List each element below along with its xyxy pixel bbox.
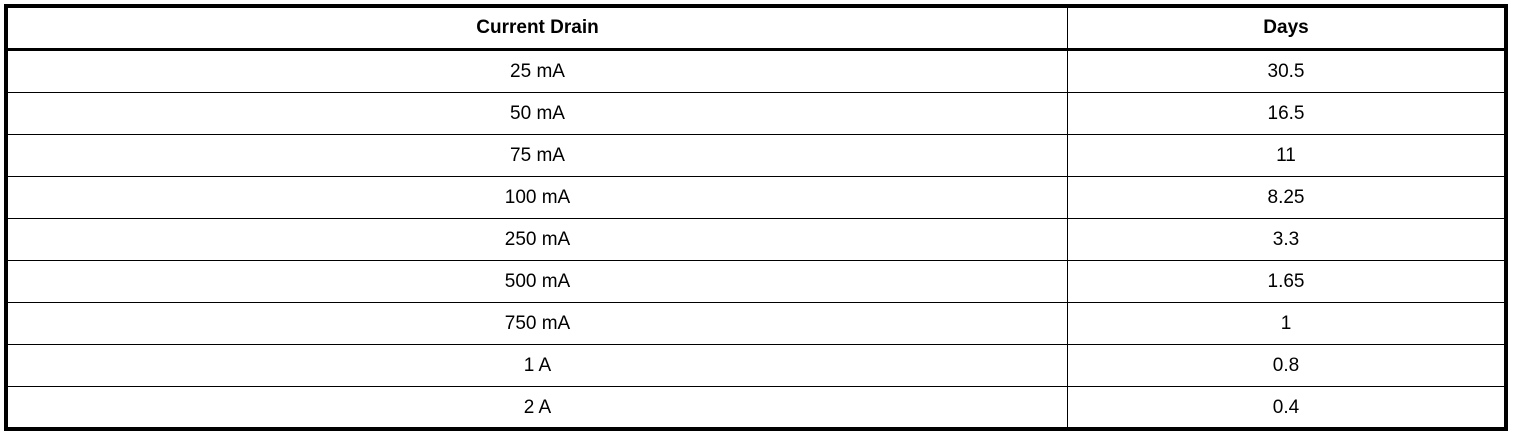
table-row: 750 mA 1 xyxy=(8,302,1504,344)
cell-current-drain: 500 mA xyxy=(8,261,1068,302)
cell-current-drain: 250 mA xyxy=(8,219,1068,260)
current-drain-table: Current Drain Days 25 mA 30.5 50 mA 16.5 75 … xyxy=(4,4,1508,431)
cell-days: 0.8 xyxy=(1272,354,1300,376)
table-row: 250 mA 3.3 xyxy=(8,218,1504,260)
cell-current-drain: 750 mA xyxy=(8,303,1068,344)
cell-days: 0.4 xyxy=(1272,396,1300,418)
cell-current-drain: 75 mA xyxy=(8,135,1068,176)
cell-days: 30.5 xyxy=(1267,60,1305,82)
cell-current-drain: 100 mA xyxy=(8,177,1068,218)
table-row: 75 mA 11 xyxy=(8,134,1504,176)
table-header-row: Current Drain Days xyxy=(8,8,1504,51)
cell-days: 1 xyxy=(1280,312,1292,334)
cell-days: 11 xyxy=(1276,144,1296,166)
cell-current-drain: 1 A xyxy=(8,345,1068,386)
header-current-drain: Current Drain xyxy=(8,8,1068,48)
table-row: 100 mA 8.25 xyxy=(8,176,1504,218)
cell-days: 1.65 xyxy=(1267,270,1305,292)
cell-current-drain: 2 A xyxy=(8,387,1068,428)
table-row: 500 mA 1.65 xyxy=(8,260,1504,302)
cell-current-drain: 25 mA xyxy=(8,51,1068,92)
cell-current-drain: 50 mA xyxy=(8,93,1068,134)
cell-days: 16.5 xyxy=(1267,102,1305,124)
table-row: 2 A 0.4 xyxy=(8,386,1504,428)
header-days: Days xyxy=(1263,17,1309,38)
table-row: 1 A 0.8 xyxy=(8,344,1504,386)
table-row: 25 mA 30.5 xyxy=(8,51,1504,92)
cell-days: 3.3 xyxy=(1272,228,1300,250)
cell-days: 8.25 xyxy=(1267,186,1305,208)
table-row: 50 mA 16.5 xyxy=(8,92,1504,134)
